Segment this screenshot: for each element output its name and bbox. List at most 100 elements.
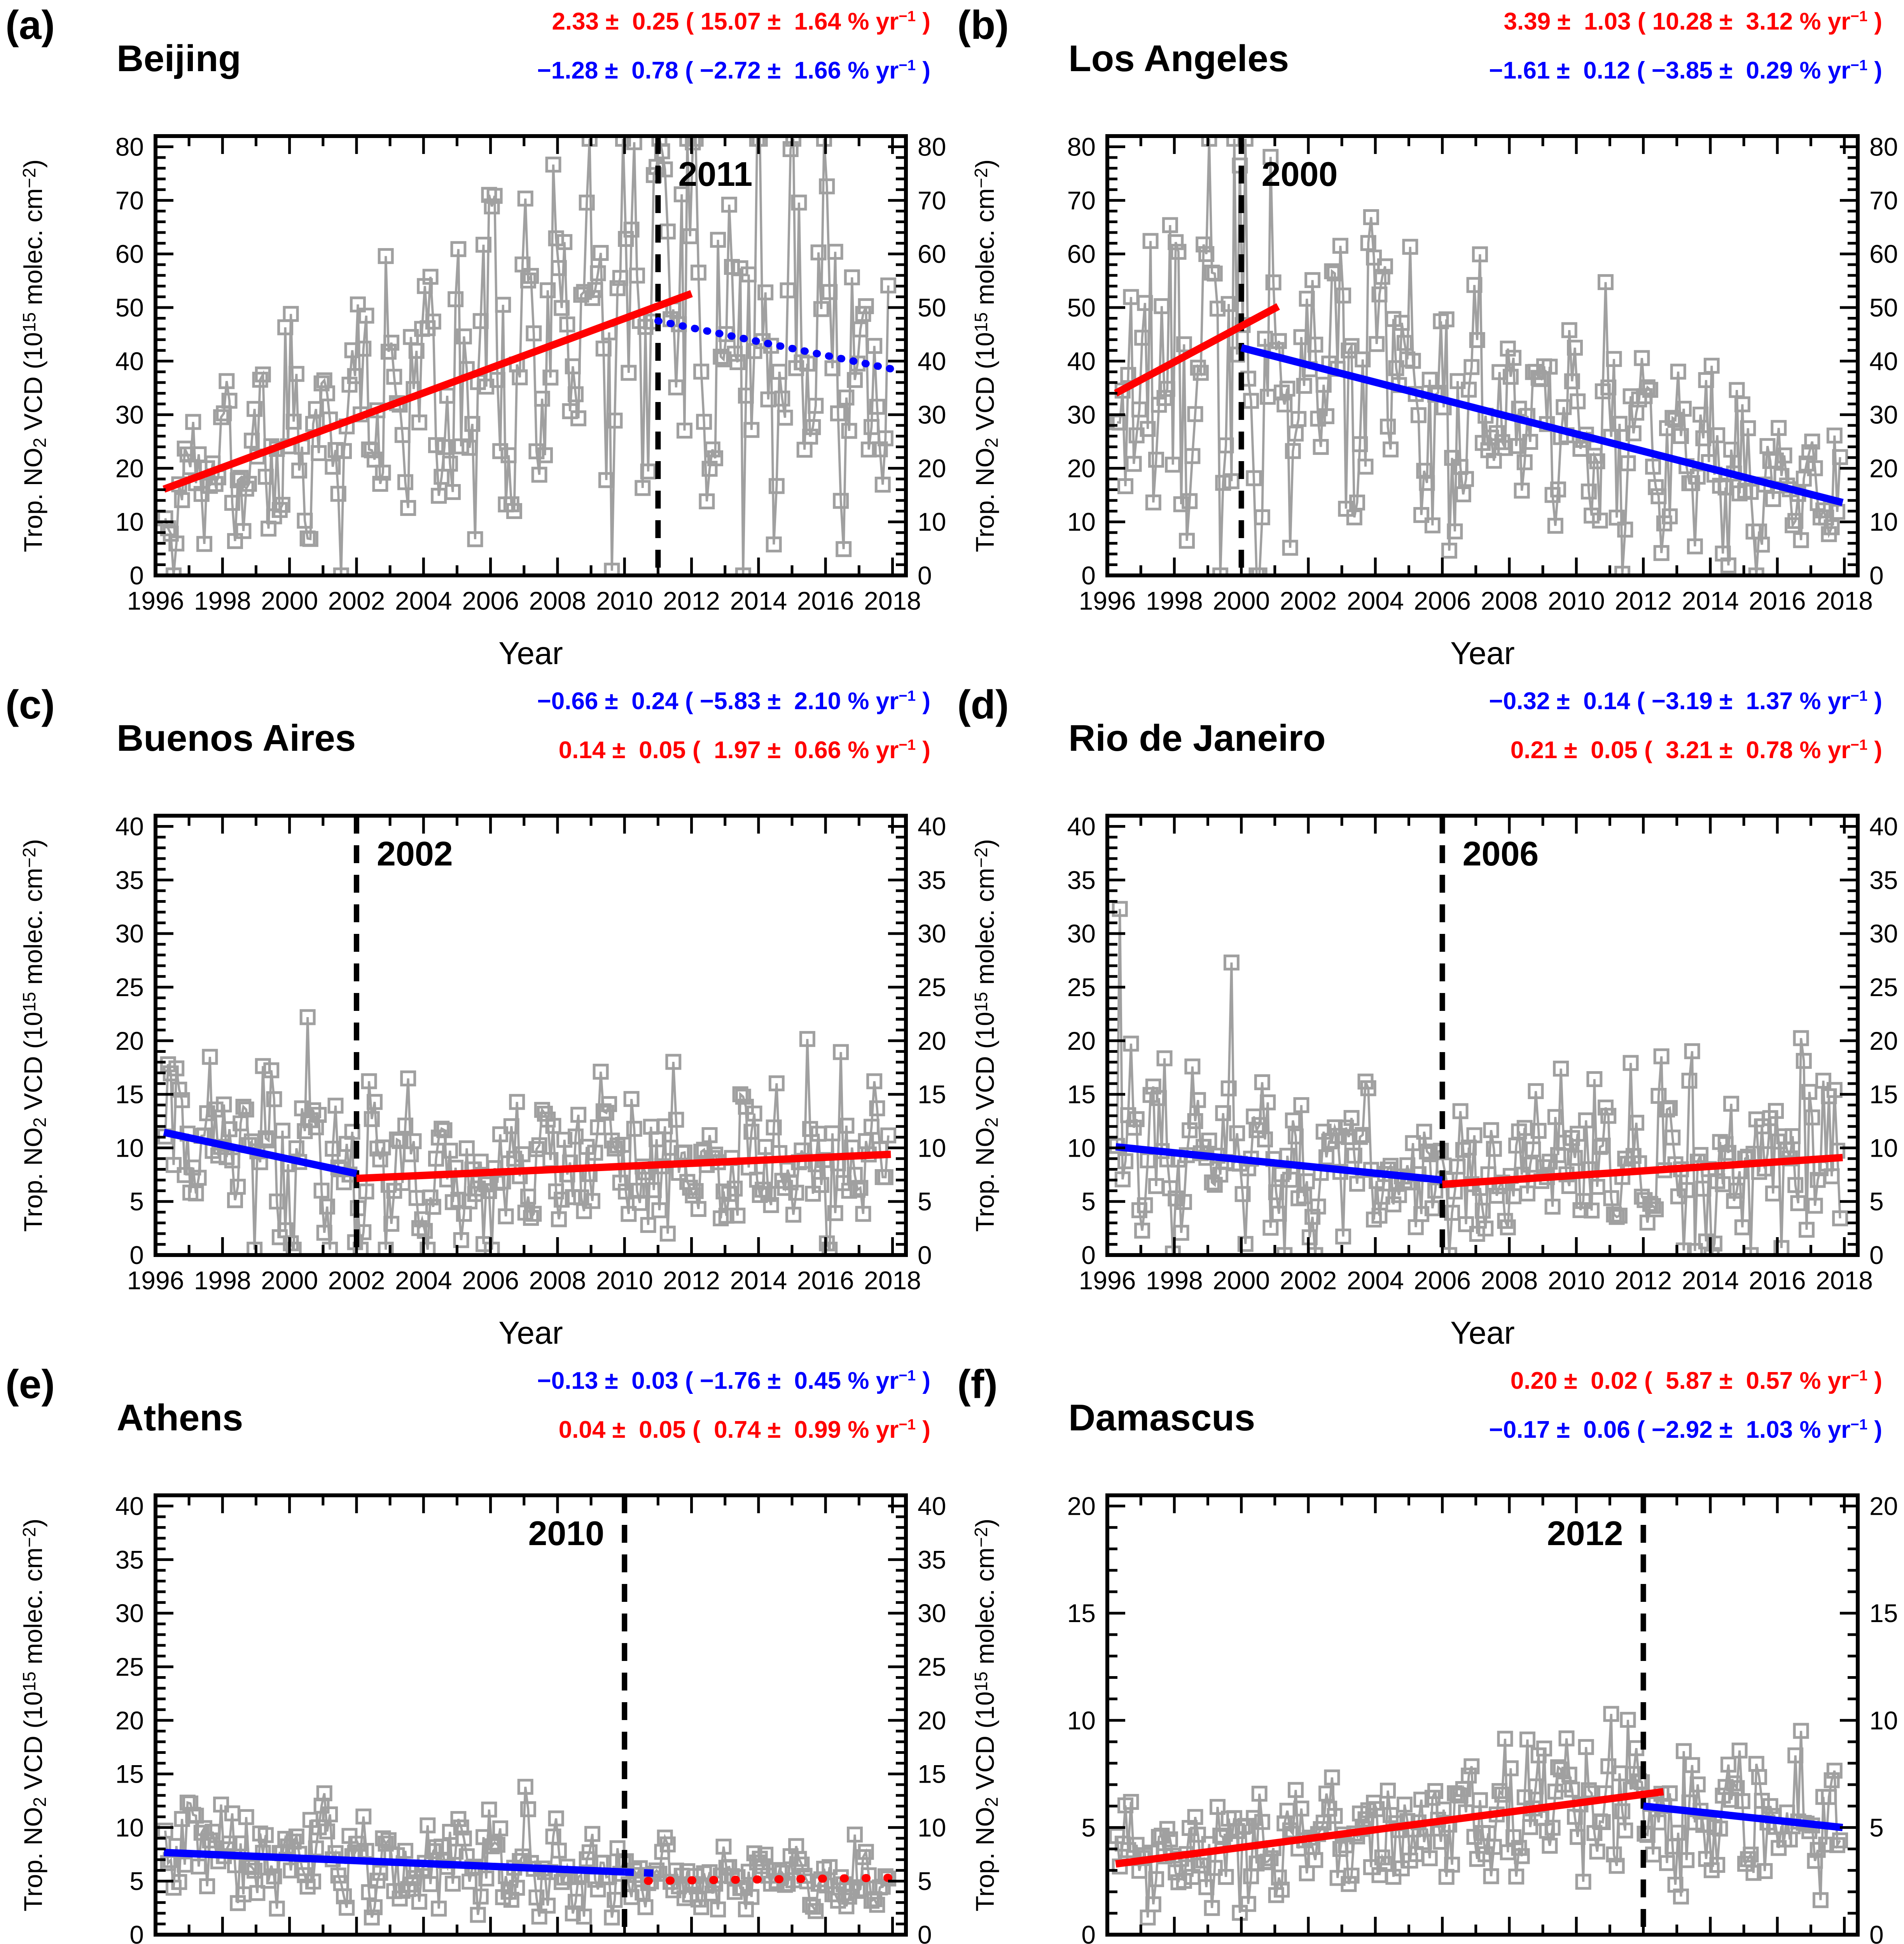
x-tick-label: 2010 (596, 1266, 653, 1295)
stats-text: −1.28 ± 0.78 ( −2.72 ± 1.66 % yr (537, 57, 899, 84)
city-title-rio-de-janeiro: Rio de Janeiro (1068, 717, 1326, 759)
y-tick-label-left: 20 (1067, 1492, 1096, 1521)
x-tick-label: 2008 (1481, 586, 1538, 615)
y-tick-label-left: 15 (1067, 1599, 1096, 1628)
panel-letter-d: (d) (957, 682, 1009, 727)
plot-area-d: 1996 1998 2000 2002 2004 2006 2008 2010 2012 2014… (952, 680, 1904, 1359)
y-tick-label-right: 20 (918, 1026, 946, 1055)
y-tick-label-right: 10 (918, 1133, 946, 1162)
x-tick-label: 2006 (462, 1266, 519, 1295)
trend-line (654, 317, 897, 373)
y-tick-label-right: 50 (918, 293, 946, 322)
y-tick-label-left: 25 (1067, 973, 1096, 1002)
x-tick-label: 2010 (1548, 586, 1605, 615)
y-axis-title: Trop. NO2 VCD (1015 molec. cm−2) (970, 1519, 1002, 1912)
trend-line (1643, 1802, 1843, 1831)
stats-close: ) (1867, 1367, 1882, 1394)
y-tick-label-right: 40 (918, 1492, 946, 1521)
y-tick-label-left: 5 (129, 1867, 144, 1895)
y-tick-label-right: 25 (918, 1652, 946, 1681)
y-tick-label-right: 20 (1869, 1492, 1898, 1521)
y-tick-label-right: 20 (1869, 454, 1898, 483)
x-tick-label: 2002 (1280, 586, 1337, 615)
x-tick-label: 2004 (1347, 1266, 1404, 1295)
x-axis-title: Year (1450, 1315, 1515, 1351)
y-tick-label-right: 40 (1869, 812, 1898, 841)
y-tick-label-left: 10 (115, 1813, 144, 1842)
x-tick-label: 2004 (395, 586, 452, 615)
monthly-no2-series (1109, 136, 1848, 575)
y-tick-label-left: 10 (1067, 1133, 1096, 1162)
y-tick-label-right: 40 (1869, 347, 1898, 376)
trend-line (164, 1849, 625, 1876)
panel-letter-c: (c) (5, 682, 55, 727)
trend-line (1114, 303, 1280, 397)
trend-line (356, 1150, 891, 1182)
stats-superscript: −1 (899, 687, 916, 705)
y-tick-label-left: 35 (1067, 865, 1096, 894)
y-tick-label-right: 0 (1869, 1241, 1884, 1269)
trend-stats-line2: −0.17 ± 0.06 ( −2.92 ± 1.03 % yr−1 ) (1489, 1416, 1882, 1444)
y-tick-label-left: 40 (1067, 347, 1096, 376)
y-tick-label-left: 10 (1067, 1706, 1096, 1735)
x-tick-label: 2016 (1749, 586, 1806, 615)
y-axis-title: Trop. NO2 VCD (1015 molec. cm−2) (970, 159, 1002, 552)
stats-superscript: −1 (899, 8, 916, 25)
x-tick-label: 2014 (1682, 586, 1739, 615)
plot-area-b: 1996 1998 2000 2002 2004 2006 2008 2010 2012 2014… (952, 0, 1904, 680)
panel-f-damascus: 1996199820002002200420062008201020122014… (952, 1359, 1904, 1944)
y-tick-label-right: 10 (1869, 507, 1898, 536)
y-tick-label-right: 15 (1869, 1080, 1898, 1109)
monthly-no2-series (157, 1779, 897, 1926)
panel-a-beijing: 1996 1998 2000 2002 2004 2006 2008 2010 2012 2014… (0, 0, 952, 680)
y-tick-label-left: 50 (1067, 293, 1096, 322)
stats-close: ) (916, 8, 930, 35)
x-tick-label: 1998 (194, 586, 251, 615)
x-tick-label: 2012 (663, 1266, 720, 1295)
y-tick-label-left: 15 (115, 1760, 144, 1788)
y-tick-label-left: 20 (1067, 454, 1096, 483)
y-axis-title: Trop. NO2 VCD (1015 molec. cm−2) (970, 839, 1002, 1232)
chart-svg-b: 1996 1998 2000 2002 2004 2006 2008 2010 2012 2014… (970, 133, 1898, 671)
x-tick-label: 1996 (127, 1266, 184, 1295)
y-tick-label-right: 0 (918, 1920, 932, 1944)
y-tick-label-right: 60 (1869, 240, 1898, 268)
y-tick-label-left: 60 (1067, 240, 1096, 268)
trend-stats-line2: 0.14 ± 0.05 ( 1.97 ± 0.66 % yr−1 ) (559, 736, 930, 764)
x-tick-label: 2010 (596, 586, 653, 615)
x-tick-label: 2008 (1481, 1266, 1538, 1295)
stats-superscript: −1 (899, 1367, 916, 1384)
y-axis-title: Trop. NO2 VCD (1015 molec. cm−2) (19, 839, 50, 1232)
y-tick-label-right: 10 (918, 507, 946, 536)
y-tick-label-left: 0 (129, 561, 144, 590)
y-tick-label-left: 20 (1067, 1026, 1096, 1055)
y-tick-label-right: 5 (1869, 1187, 1884, 1216)
stats-close: ) (1867, 1416, 1882, 1443)
stats-text: 0.04 ± 0.05 ( 0.74 ± 0.99 % yr (558, 1416, 899, 1443)
y-tick-label-left: 30 (115, 400, 144, 429)
trend-line (1442, 1154, 1843, 1188)
trend-stats-line2: −1.61 ± 0.12 ( −3.85 ± 0.29 % yr−1 ) (1489, 57, 1882, 84)
y-tick-label-right: 80 (918, 133, 946, 161)
plot-area-f: 1996199820002002200420062008201020122014… (952, 1359, 1904, 1944)
y-tick-label-left: 0 (1081, 561, 1096, 590)
y-tick-label-right: 0 (918, 561, 932, 590)
chart-svg-e: 1996199820002002200420062008201020122014… (19, 1492, 946, 1944)
y-tick-label-left: 10 (115, 507, 144, 536)
trend-stats-line1: −0.13 ± 0.03 ( −1.76 ± 0.45 % yr−1 ) (537, 1367, 930, 1395)
y-axis-title: Trop. NO2 VCD (1015 molec. cm−2) (19, 1519, 50, 1912)
y-tick-label-right: 35 (918, 865, 946, 894)
y-tick-label-left: 0 (1081, 1920, 1096, 1944)
y-tick-label-left: 35 (115, 1545, 144, 1574)
trend-line (163, 1129, 357, 1177)
x-tick-label: 2012 (663, 586, 720, 615)
y-tick-label-right: 5 (918, 1867, 932, 1895)
chart-svg-a: 1996 1998 2000 2002 2004 2006 2008 2010 2012 2014… (19, 133, 946, 671)
y-tick-label-right: 5 (918, 1187, 932, 1216)
chart-svg-f: 1996199820002002200420062008201020122014… (970, 1492, 1898, 1944)
y-tick-label-right: 80 (1869, 133, 1898, 161)
y-tick-label-right: 50 (1869, 293, 1898, 322)
y-tick-label-left: 40 (115, 812, 144, 841)
reversal-year-label: 2006 (1463, 834, 1539, 873)
monthly-no2-series (157, 1009, 897, 1255)
